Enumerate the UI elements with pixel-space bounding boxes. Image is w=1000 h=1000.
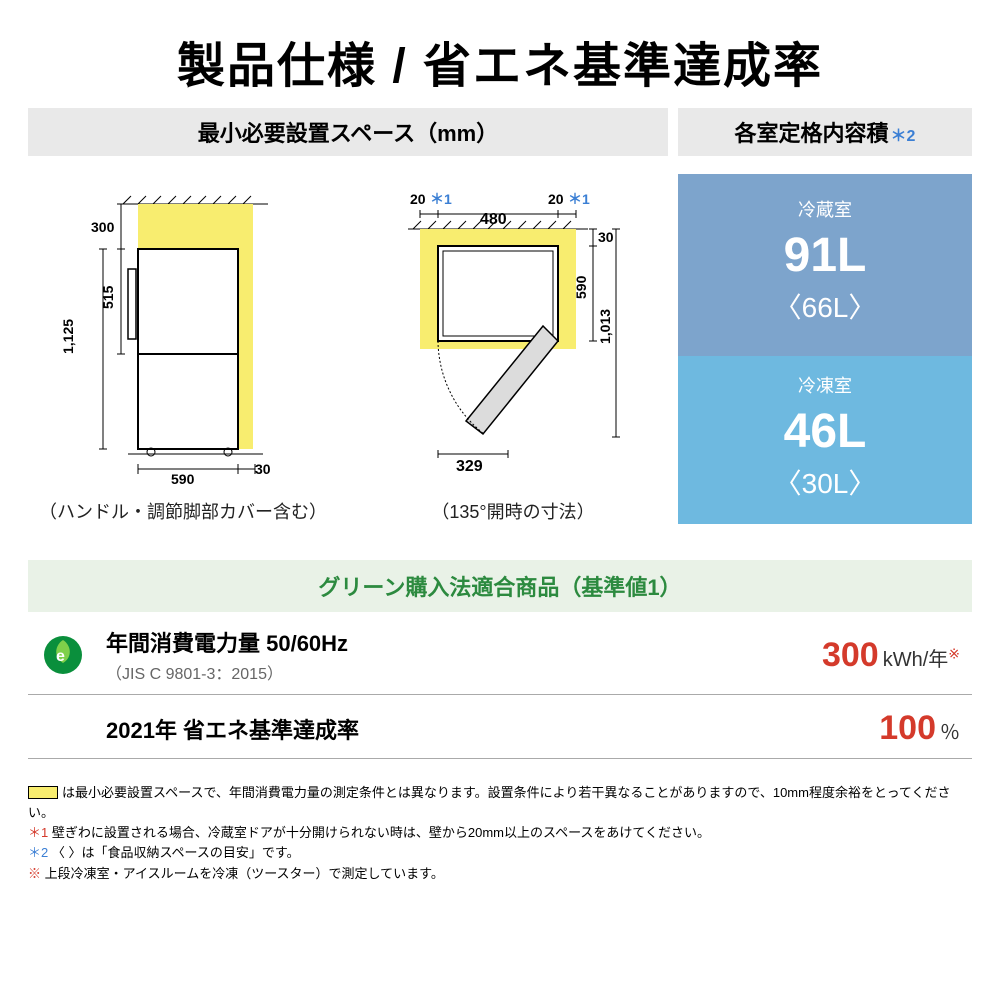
consumption-label-text: 年間消費電力量 50/60Hz xyxy=(106,631,348,656)
freezer-sub: 〈30L〉 xyxy=(678,462,972,502)
diagram-front-caption: （ハンドル・調節脚部カバー含む） xyxy=(28,498,338,524)
note-ast3-mark: ※ xyxy=(28,866,41,881)
freezer-label: 冷凍室 xyxy=(678,372,972,398)
svg-text:e: e xyxy=(56,648,65,665)
dim-open-depth: 1,013 xyxy=(597,309,613,344)
note-ast1-mark: ＊1 xyxy=(28,825,48,840)
note-ast2-mark: ＊2 xyxy=(28,845,48,860)
capacity-fridge: 冷蔵室 91L 〈66L〉 xyxy=(678,174,972,356)
achievement-value: 100％ xyxy=(730,709,960,748)
capacity-freezer: 冷凍室 46L 〈30L〉 xyxy=(678,356,972,524)
diagram-front: 300 1,125 515 590 30 （ハンドル・調節脚部カバー含む） xyxy=(28,174,338,524)
consumption-number: 300 xyxy=(822,636,879,674)
note-ast2: ＊2 〈 〉は「食品収納スペースの目安」です。 xyxy=(28,843,972,863)
header-install-space: 最小必要設置スペース（mm） xyxy=(28,108,668,156)
dim-back-gap: 30 xyxy=(598,229,614,245)
dim-side-right: 20 xyxy=(548,191,564,207)
diagram-top: 20 ＊1 20 ＊1 480 30 590 1,013 xyxy=(358,174,668,524)
consumption-asterisk: ※ xyxy=(948,645,960,661)
header-capacity-asterisk: ＊2 xyxy=(891,128,916,145)
achievement-unit: ％ xyxy=(940,722,960,744)
energy-row-consumption: e 年間消費電力量 50/60Hz （JIS C 9801-3：2015） 30… xyxy=(28,612,972,695)
footnotes: は最小必要設置スペースで、年間消費電力量の測定条件とは異なります。設置条件により… xyxy=(28,783,972,884)
dim-side-left: 20 xyxy=(410,191,426,207)
energy-row-achievement: 2021年 省エネ基準達成率 100％ xyxy=(28,695,972,759)
page-title: 製品仕様 / 省エネ基準達成率 xyxy=(28,26,972,96)
dim-depth: 590 xyxy=(573,275,589,299)
header-capacity: 各室定格内容積＊2 xyxy=(678,108,972,156)
consumption-unit: kWh/年 xyxy=(883,649,949,671)
consumption-label: 年間消費電力量 50/60Hz （JIS C 9801-3：2015） xyxy=(106,626,730,684)
dim-side-left-ast: ＊1 xyxy=(430,191,452,207)
dim-top-clearance: 300 xyxy=(91,219,115,235)
fridge-sub: 〈66L〉 xyxy=(678,286,972,326)
achievement-label: 2021年 省エネ基準達成率 xyxy=(106,713,730,745)
green-procurement-bar: グリーン購入法適合商品（基準値1） xyxy=(28,560,972,612)
note-ast1: ＊1 壁ぎわに設置される場合、冷蔵室ドアが十分開けられない時は、壁から20mm以… xyxy=(28,823,972,843)
dim-open-width: 329 xyxy=(456,458,483,475)
diagram-top-caption: （135°開時の寸法） xyxy=(358,498,668,524)
dim-height-total: 1,125 xyxy=(60,319,76,354)
fridge-main: 91L xyxy=(678,232,972,280)
eco-mark-icon: e xyxy=(40,635,86,675)
consumption-sublabel: （JIS C 9801-3：2015） xyxy=(106,660,730,684)
column-headers: 最小必要設置スペース（mm） 各室定格内容積＊2 xyxy=(28,108,972,156)
diagrams-area: 300 1,125 515 590 30 （ハンドル・調節脚部カバー含む） xyxy=(28,174,668,524)
note-clearance: は最小必要設置スペースで、年間消費電力量の測定条件とは異なります。設置条件により… xyxy=(28,783,972,823)
note-ast3: ※ 上段冷凍室・アイスルームを冷凍（ツースター）で測定しています。 xyxy=(28,864,972,884)
capacity-column: 冷蔵室 91L 〈66L〉 冷凍室 46L 〈30L〉 xyxy=(678,174,972,524)
dim-top-width: 480 xyxy=(480,211,507,228)
dim-side-right-ast: ＊1 xyxy=(568,191,590,207)
dim-right-gap: 30 xyxy=(255,461,271,477)
dim-height-upper: 515 xyxy=(100,285,116,309)
freezer-main: 46L xyxy=(678,408,972,456)
achievement-number: 100 xyxy=(879,709,936,747)
header-capacity-text: 各室定格内容積 xyxy=(735,121,889,146)
dim-width: 590 xyxy=(171,471,195,484)
fridge-label: 冷蔵室 xyxy=(678,196,972,222)
consumption-value: 300kWh/年※ xyxy=(730,636,960,675)
clearance-swatch xyxy=(28,786,58,799)
